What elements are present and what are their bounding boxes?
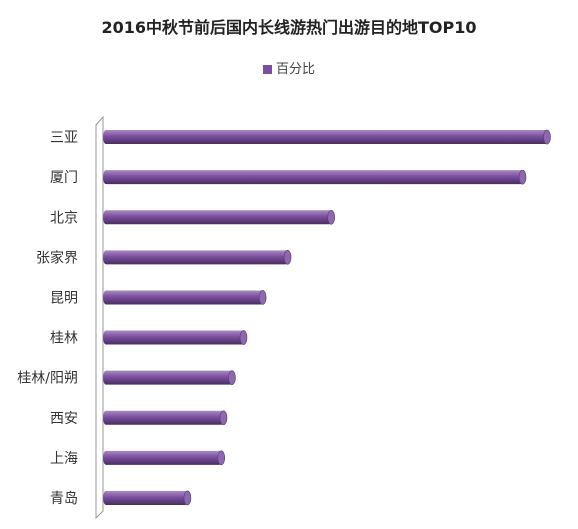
bar: [103, 410, 225, 425]
bar: [103, 210, 333, 225]
bar-end-cap: [239, 330, 248, 345]
legend: 百分比: [0, 58, 578, 77]
bar: [103, 370, 233, 385]
bar: [103, 330, 245, 345]
bar-end-cap: [183, 490, 192, 506]
bar-end-cap: [327, 209, 335, 225]
bar: [103, 450, 223, 465]
bar-end-cap: [518, 169, 527, 185]
bar-end-cap: [283, 250, 292, 265]
bar-end-cap: [258, 290, 267, 305]
category-label: 青岛: [50, 491, 78, 507]
category-label: 桂林: [50, 331, 78, 347]
bar-end-cap: [543, 129, 551, 145]
category-label: 张家界: [36, 249, 78, 266]
bar-end-cap: [217, 450, 226, 466]
legend-swatch: [262, 65, 272, 74]
category-label: 上海: [50, 451, 78, 467]
category-label: 桂林/阳朔: [17, 371, 78, 387]
chart-title: 2016中秋节前后国内长线游热门出游目的地TOP10: [101, 18, 477, 37]
category-label: 厦门: [50, 170, 78, 186]
bar: [103, 130, 548, 145]
bar: [103, 170, 524, 185]
bar-end-cap: [219, 410, 228, 426]
category-label: 北京: [50, 210, 78, 226]
category-label: 三亚: [50, 130, 78, 146]
bar: [103, 250, 289, 265]
category-label: 昆明: [50, 290, 78, 306]
legend-label: 百分比: [275, 62, 315, 77]
bar-end-cap: [228, 370, 236, 385]
bar: [103, 290, 264, 305]
axis-wall: [95, 115, 104, 520]
bar: [103, 490, 189, 505]
category-label: 西安: [50, 411, 78, 427]
